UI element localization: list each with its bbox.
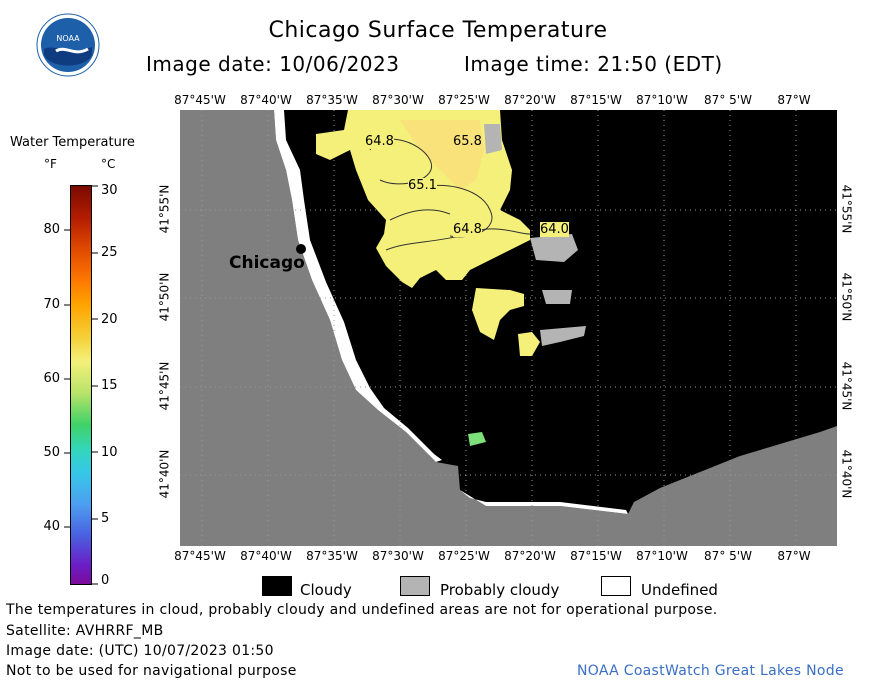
lon-label: 87°15'W	[570, 93, 622, 107]
undefined-area	[460, 490, 628, 514]
footer-satellite: Satellite: AVHRRF_MB	[6, 623, 164, 639]
colorbar-f-tick: 50	[43, 445, 60, 460]
lon-label: 87° 5'W	[704, 549, 752, 563]
lat-label: 41°45'N	[839, 361, 854, 411]
lon-label: 87°15'W	[570, 549, 622, 563]
colorbar-unit-f: °F	[44, 157, 57, 171]
legend-label-probably-cloudy: Probably cloudy	[440, 581, 560, 599]
legend-swatch-cloudy	[262, 576, 292, 596]
probably-cloudy-area	[542, 290, 572, 304]
colorbar-c-tick: 5	[101, 511, 110, 526]
legend-swatch-probably-cloudy	[400, 576, 430, 596]
lat-label: 41°40'N	[839, 449, 854, 499]
colorbar-f-tick: 40	[43, 519, 60, 534]
lon-label: 87°35'W	[306, 93, 358, 107]
footer-utc-date: Image date: (UTC) 10/07/2023 01:50	[6, 643, 274, 659]
colorbar-c-tick: 30	[101, 183, 118, 198]
lon-label: 87°25'W	[438, 93, 490, 107]
lon-label: 87° 5'W	[704, 93, 752, 107]
colorbar-unit-c: °C	[101, 157, 116, 171]
lon-label: 87°45'W	[174, 549, 226, 563]
colorbar-c-tick: 25	[101, 245, 118, 260]
colorbar-f-tick: 80	[43, 222, 60, 237]
footer-navigation: Not to be used for navigational purpose	[6, 663, 297, 679]
page-title: Chicago Surface Temperature	[268, 18, 608, 43]
colorbar-f-tick: 60	[43, 371, 60, 386]
colorbar-c-tick: 15	[101, 378, 118, 393]
probably-cloudy-area	[484, 124, 502, 154]
probably-cloudy-area	[530, 234, 578, 262]
colorbar-tick-marks	[64, 185, 98, 585]
warm-water-area	[472, 288, 524, 340]
temperature-label: 64.8	[453, 222, 482, 237]
noaa-logo-text: NOAA	[56, 34, 80, 43]
lon-label: 87°40'W	[240, 93, 292, 107]
lon-label: 87°30'W	[372, 93, 424, 107]
lon-label: 87°35'W	[306, 549, 358, 563]
temperature-label: 64.8	[365, 134, 394, 149]
lat-label: 41°50'N	[839, 272, 854, 322]
image-time: Image time: 21:50 (EDT)	[464, 52, 723, 76]
legend-label-cloudy: Cloudy	[300, 581, 352, 599]
lat-label: 41°55'N	[839, 184, 854, 234]
lon-label: 87°20'W	[504, 93, 556, 107]
colorbar-c-tick: 0	[101, 573, 110, 588]
temperature-label: 65.1	[408, 178, 437, 193]
legend-label-undefined: Undefined	[641, 581, 718, 599]
lon-label: 87°25'W	[438, 549, 490, 563]
lon-label: 87°45'W	[174, 93, 226, 107]
footer-disclaimer: The temperatures in cloud, probably clou…	[6, 602, 718, 618]
cool-water-area	[468, 432, 486, 446]
city-label: Chicago	[229, 253, 305, 273]
lon-label: 87°10'W	[636, 549, 688, 563]
probably-cloudy-area	[540, 326, 586, 346]
colorbar	[70, 185, 92, 585]
lon-label: 87°40'W	[240, 549, 292, 563]
lat-label: 41°55'N	[157, 184, 172, 234]
noaa-logo-icon: NOAA	[36, 13, 100, 77]
warm-water-area	[518, 332, 540, 356]
lon-label: 87°10'W	[636, 93, 688, 107]
image-date: Image date: 10/06/2023	[146, 52, 400, 76]
lat-label: 41°50'N	[157, 272, 172, 322]
colorbar-c-tick: 20	[101, 312, 118, 327]
lat-label: 41°45'N	[157, 361, 172, 411]
temperature-map	[180, 110, 837, 546]
undefined-area	[274, 110, 442, 462]
footer-credit: NOAA CoastWatch Great Lakes Node	[577, 663, 844, 679]
lon-label: 87°20'W	[504, 549, 556, 563]
temperature-label: 64.0	[540, 222, 569, 237]
lon-label: 87°W	[777, 549, 811, 563]
temperature-label: 65.8	[453, 134, 482, 149]
colorbar-c-tick: 10	[101, 445, 118, 460]
lon-label: 87°W	[777, 93, 811, 107]
chicago-marker	[296, 244, 306, 254]
colorbar-title: Water Temperature	[10, 135, 135, 150]
legend-swatch-undefined	[601, 576, 631, 596]
lat-label: 41°40'N	[157, 449, 172, 499]
lon-label: 87°30'W	[372, 549, 424, 563]
noaa-logo: NOAA	[36, 13, 100, 77]
colorbar-f-tick: 70	[43, 297, 60, 312]
land-area	[180, 110, 837, 546]
